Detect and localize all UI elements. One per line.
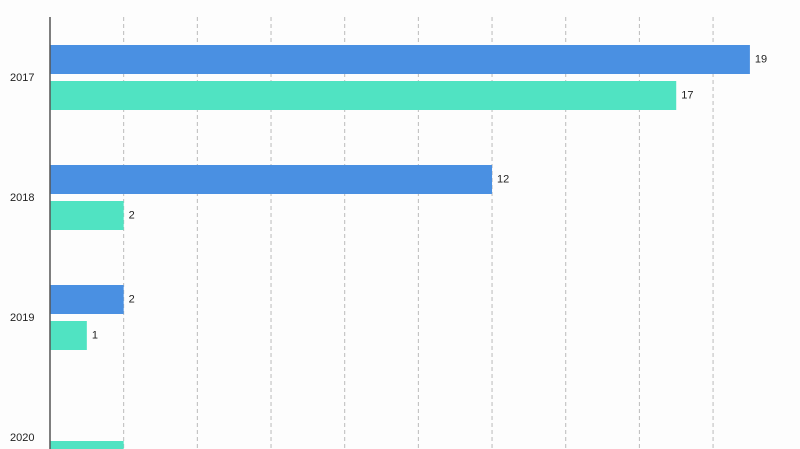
bar	[50, 45, 750, 74]
bar	[50, 321, 87, 350]
value-label: 2	[129, 209, 135, 221]
value-label: 17	[681, 89, 693, 101]
bar	[50, 201, 124, 230]
value-label: 12	[497, 173, 509, 185]
y-tick-label: 2017	[10, 72, 34, 84]
value-label: 1	[92, 329, 98, 341]
value-label: 19	[755, 53, 767, 65]
value-label: 2	[129, 293, 135, 305]
bar	[50, 81, 677, 110]
bar	[50, 285, 124, 314]
y-tick-label: 2019	[10, 312, 34, 324]
bar	[50, 441, 124, 449]
y-tick-label: 2018	[10, 192, 34, 204]
y-tick-label: 2020	[10, 432, 34, 444]
bar	[50, 165, 493, 194]
